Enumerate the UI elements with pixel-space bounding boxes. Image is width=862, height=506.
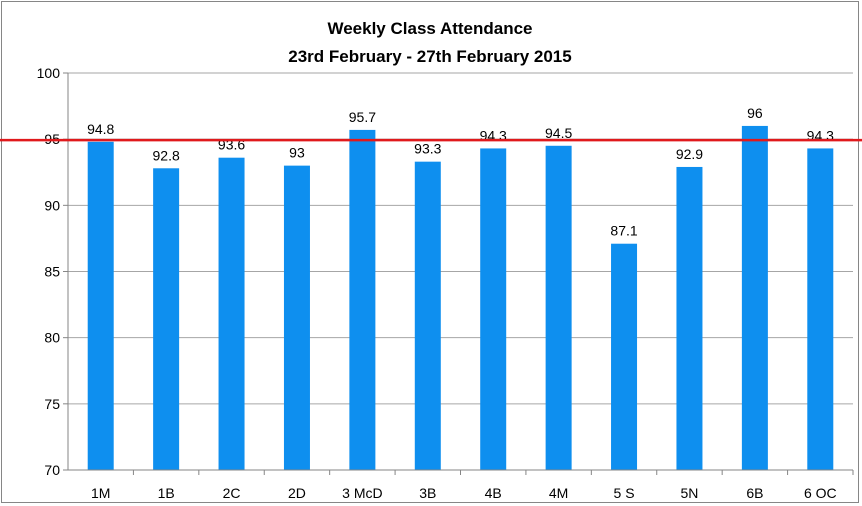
bar [87,141,114,470]
bar [414,161,441,470]
data-label: 95.7 [349,109,376,125]
x-tick-label: 3B [419,485,436,501]
chart-title: Weekly Class Attendance [327,19,532,38]
gridlines [63,72,854,475]
x-tick-label: 4B [485,485,502,501]
data-label: 93 [289,145,305,161]
data-label: 94.5 [545,125,572,141]
x-tick-label: 6 OC [804,485,837,501]
data-label: 87.1 [610,223,637,239]
y-tick-label: 75 [44,396,60,412]
data-label: 92.8 [153,147,180,163]
y-tick-label: 80 [44,330,60,346]
x-tick-label: 6B [746,485,763,501]
bar [480,148,507,470]
bar [807,148,834,470]
bar [218,157,245,470]
bar [741,125,768,470]
data-label: 94.8 [87,121,114,137]
y-tick-label: 85 [44,264,60,280]
chart-subtitle: 23rd February - 27th February 2015 [288,47,571,66]
bar [611,243,638,470]
bar [153,168,180,470]
x-tick-label: 5N [681,485,699,501]
bar [283,165,310,470]
y-axis-tick-labels: 707580859095100 [37,65,61,478]
y-tick-label: 90 [44,197,60,213]
bar [545,145,572,471]
x-axis-tick-labels: 1M 1B 2C 2D 3 McD 3B 4B 4M 5 S 5N 6B 6 OC [91,485,837,501]
y-tick-label: 70 [44,462,60,478]
x-tick-label: 3 McD [342,485,382,501]
bar [676,166,703,470]
x-tick-label: 5 S [614,485,635,501]
data-label: 92.9 [676,146,703,162]
x-tick-label: 1M [91,485,110,501]
data-label: 93.3 [414,141,441,157]
y-tick-label: 100 [37,65,61,81]
x-tick-label: 4M [549,485,568,501]
x-tick-label: 1B [158,485,175,501]
x-tick-label: 2D [288,485,306,501]
data-label: 96 [747,105,763,121]
bars [87,125,834,471]
bar [349,129,376,471]
x-tick-label: 2C [223,485,241,501]
